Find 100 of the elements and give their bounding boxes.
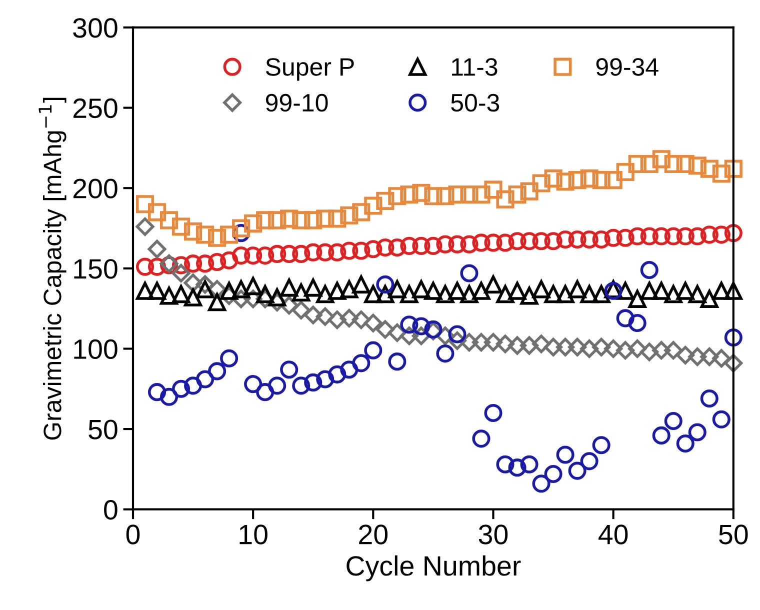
point — [196, 254, 214, 273]
point — [724, 224, 742, 242]
point — [472, 185, 490, 204]
point — [592, 436, 610, 454]
point — [628, 227, 646, 246]
point — [520, 286, 538, 305]
point — [688, 227, 706, 246]
point — [712, 226, 730, 244]
point — [472, 333, 490, 352]
x-tick-label: 20 — [359, 524, 388, 544]
point — [568, 462, 586, 480]
point — [532, 174, 550, 192]
point — [280, 210, 298, 228]
point — [652, 282, 670, 300]
x-tick-label: 30 — [478, 524, 508, 544]
point — [556, 285, 574, 304]
point — [496, 234, 514, 252]
point — [616, 228, 634, 247]
point — [520, 455, 538, 474]
point — [448, 282, 466, 300]
point — [592, 171, 610, 190]
point — [664, 285, 682, 304]
point — [712, 349, 731, 368]
point — [544, 338, 563, 356]
point — [688, 423, 706, 442]
point — [412, 184, 430, 202]
point — [556, 338, 575, 356]
point — [628, 154, 646, 174]
point — [160, 211, 178, 230]
point — [604, 228, 622, 247]
point — [700, 348, 719, 366]
point — [472, 430, 490, 448]
point — [364, 285, 382, 304]
y-tick-label: 150 — [74, 259, 118, 279]
point — [544, 464, 562, 484]
point — [592, 338, 611, 356]
x-axis-title: Cycle Number — [346, 555, 521, 582]
point — [340, 280, 358, 298]
point — [436, 285, 454, 304]
x-tick-label: 0 — [126, 524, 140, 544]
point — [340, 308, 358, 328]
point — [376, 192, 394, 210]
point — [304, 243, 322, 262]
point — [376, 320, 394, 339]
point — [724, 328, 742, 346]
point — [172, 380, 190, 398]
point — [136, 195, 154, 214]
point — [460, 235, 478, 254]
point — [148, 203, 166, 222]
point — [304, 211, 322, 230]
point — [628, 290, 646, 308]
point — [640, 260, 658, 280]
point — [316, 307, 334, 326]
point — [532, 280, 550, 298]
point — [436, 187, 454, 206]
point — [364, 240, 382, 258]
point — [316, 243, 334, 262]
point — [388, 352, 406, 371]
point — [268, 211, 286, 230]
point — [244, 246, 262, 265]
point — [604, 171, 622, 190]
point — [172, 218, 190, 236]
point — [220, 282, 238, 300]
point — [268, 288, 286, 306]
point — [220, 226, 238, 244]
point — [424, 187, 442, 206]
point — [304, 306, 322, 324]
point — [700, 226, 718, 244]
point — [352, 242, 370, 260]
point — [148, 282, 166, 300]
point — [148, 383, 166, 402]
point — [268, 376, 286, 395]
point — [460, 285, 478, 304]
point — [388, 280, 406, 298]
point — [184, 254, 202, 273]
point — [448, 325, 466, 344]
point — [544, 232, 562, 250]
point — [496, 455, 514, 474]
y-axis-title: Gravimetric Capacity [mAhg$^{−1}$] — [38, 98, 66, 440]
point — [184, 222, 202, 240]
point — [376, 238, 394, 257]
point — [664, 227, 682, 246]
point — [172, 264, 190, 282]
point — [580, 452, 598, 470]
point — [184, 376, 202, 395]
point — [508, 458, 526, 477]
point — [292, 283, 310, 302]
y-tick-label: 300 — [73, 18, 118, 38]
point — [256, 383, 274, 402]
point — [556, 172, 574, 191]
point — [136, 282, 154, 300]
point — [196, 280, 214, 298]
point — [316, 285, 334, 304]
point — [712, 164, 730, 183]
point — [652, 227, 670, 246]
point — [520, 336, 539, 355]
point — [508, 232, 526, 250]
point — [436, 235, 454, 254]
point — [316, 370, 334, 388]
point — [592, 230, 610, 249]
